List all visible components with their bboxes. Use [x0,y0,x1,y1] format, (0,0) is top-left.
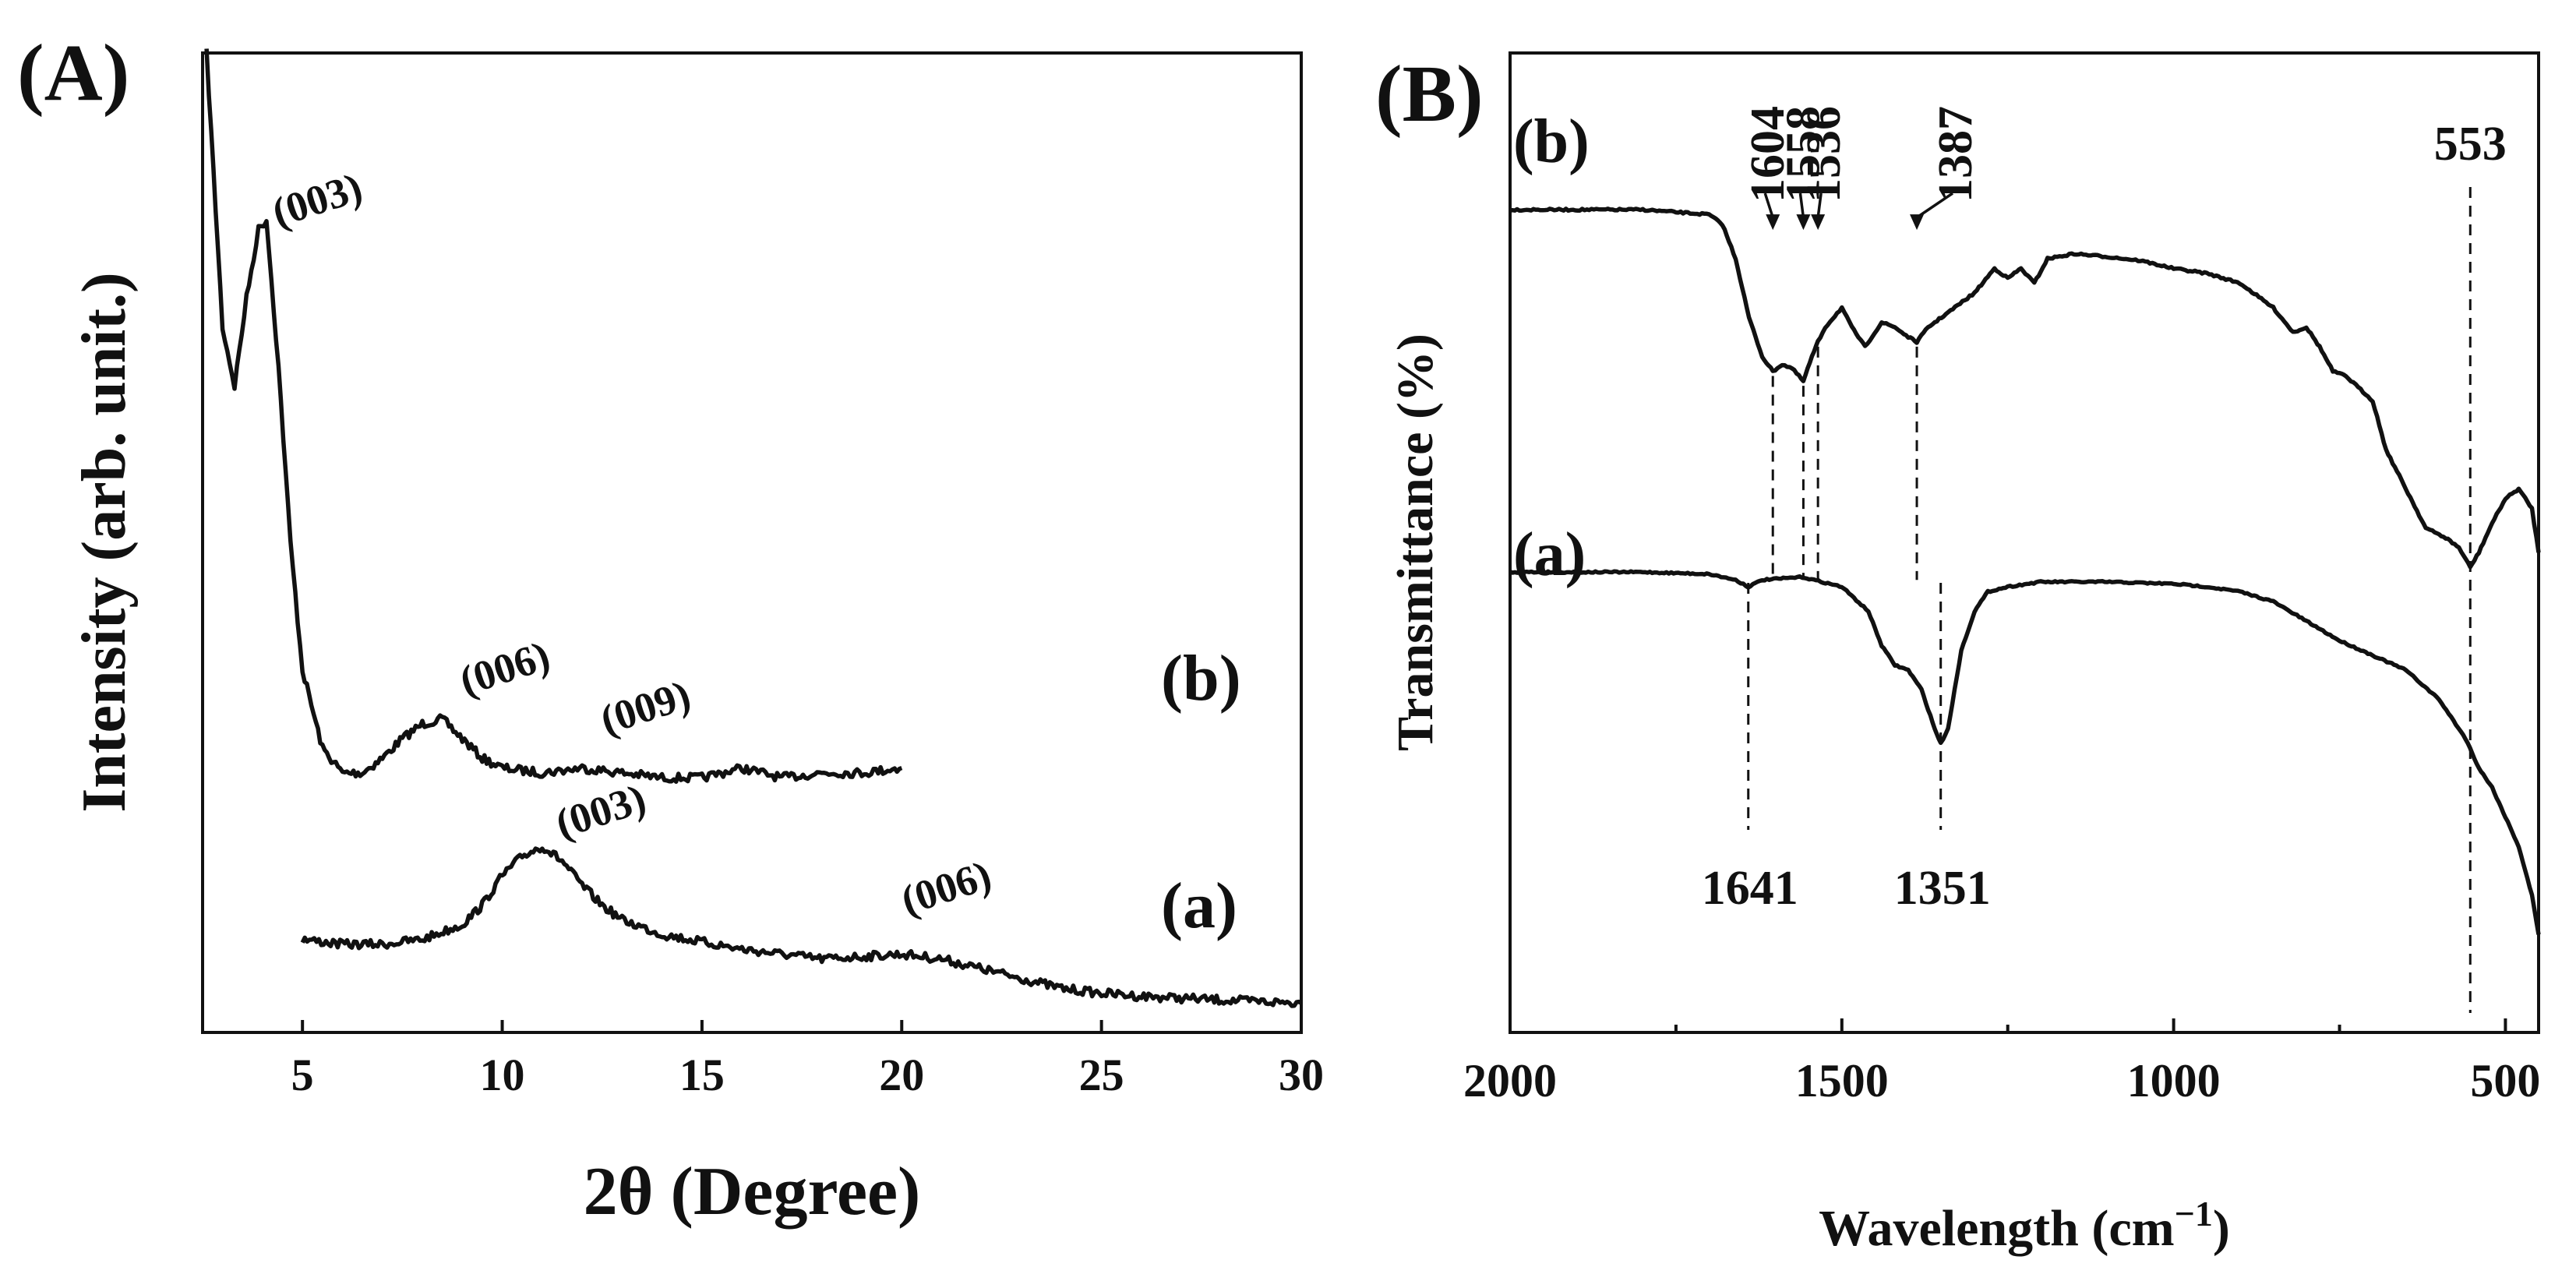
panel-a-x-tick-label-10: 10 [480,1050,525,1100]
panel-a-y-title: Intensity (arb. unit.) [70,272,139,812]
panel-b-arrow-1604 [1763,192,1774,218]
panel-b-arrowhead-1387 [1910,214,1925,231]
panel-b-peak-label-1351: 1351 [1894,862,1991,915]
panel-a-curve-b [204,48,903,784]
panel-a-peak-0-0: (003) [266,164,368,236]
panel-a-peak-0-2: (009) [595,671,696,743]
panel-a-x-title: 2θ (Degree) [584,1154,921,1230]
panel-b-x-tick-label-500: 500 [2470,1055,2540,1106]
panel-b-x-tick-label-1500: 1500 [1795,1055,1889,1106]
panel-b-label-a: (a) [1513,521,1586,589]
panel-b-peak-label-1558: 1558 [1777,106,1830,203]
panel-b-label-b: (b) [1513,108,1590,176]
panel-a-label: (A) [17,28,129,118]
panel-b-x-ticks: 2000 1500 1000 500 [1463,1018,2540,1106]
panel-b-peak-label-1641: 1641 [1702,862,1798,915]
panel-b-arrow-1558 [1798,192,1805,218]
panel-b-label: (B) [1375,49,1484,139]
panel-b-x-tick-label-1000: 1000 [2127,1055,2221,1106]
panel-a: (A) 5 10 15 20 25 30 (003) (006) (009) (003) (006… [17,28,1324,1230]
panel-a-peak-0-1: (006) [454,632,556,704]
panel-b-peak-label-553: 553 [2434,118,2507,171]
panel-b-peak-label-1536: 1536 [1798,106,1851,203]
panel-a-peak-1-1: (006) [895,852,997,924]
panel-a-x-tick-label-5: 5 [291,1050,314,1100]
panel-a-curve-a [300,846,1303,1008]
panel-b-reference-lines [1747,187,2472,1013]
panel-a-peak-labels: (003) (006) (009) (003) (006) [266,164,997,924]
panel-b-frame [1509,51,2540,1034]
panel-a-peak-1-0: (003) [550,775,651,847]
panel-a-x-tick-label-15: 15 [679,1050,725,1100]
panel-a-label-b: (b) [1161,642,1241,715]
panel-b-y-title: Transmittance (%) [1387,333,1444,751]
panel-b-peak-label-1387: 1387 [1929,106,1982,203]
panel-b-x-title: Wavelength (cm−1) [1819,1194,2230,1258]
panel-a-x-ticks: 5 10 15 20 25 30 [291,1020,1324,1100]
panel-b-curve-b [1509,206,2541,570]
panel-a-x-tick-label-25: 25 [1079,1050,1124,1100]
panel-a-x-tick-label-20: 20 [879,1050,924,1100]
panel-b-curve-a [1509,569,2541,935]
panel-b-peak-label-1604: 1604 [1741,106,1794,203]
panel-b-arrowhead-1604 [1766,214,1780,231]
panel-b-x-tick-label-2000: 2000 [1463,1055,1557,1106]
panel-a-frame [201,51,1303,1034]
panel-b-arrow-1536 [1816,192,1823,218]
panel-b-arrow-1387 [1916,192,1954,219]
panel-a-label-a: (a) [1161,870,1237,942]
panel-b-arrowhead-1536 [1811,214,1826,231]
panel-b-arrowhead-1558 [1796,214,1811,231]
panel-a-x-tick-label-30: 30 [1279,1050,1324,1100]
